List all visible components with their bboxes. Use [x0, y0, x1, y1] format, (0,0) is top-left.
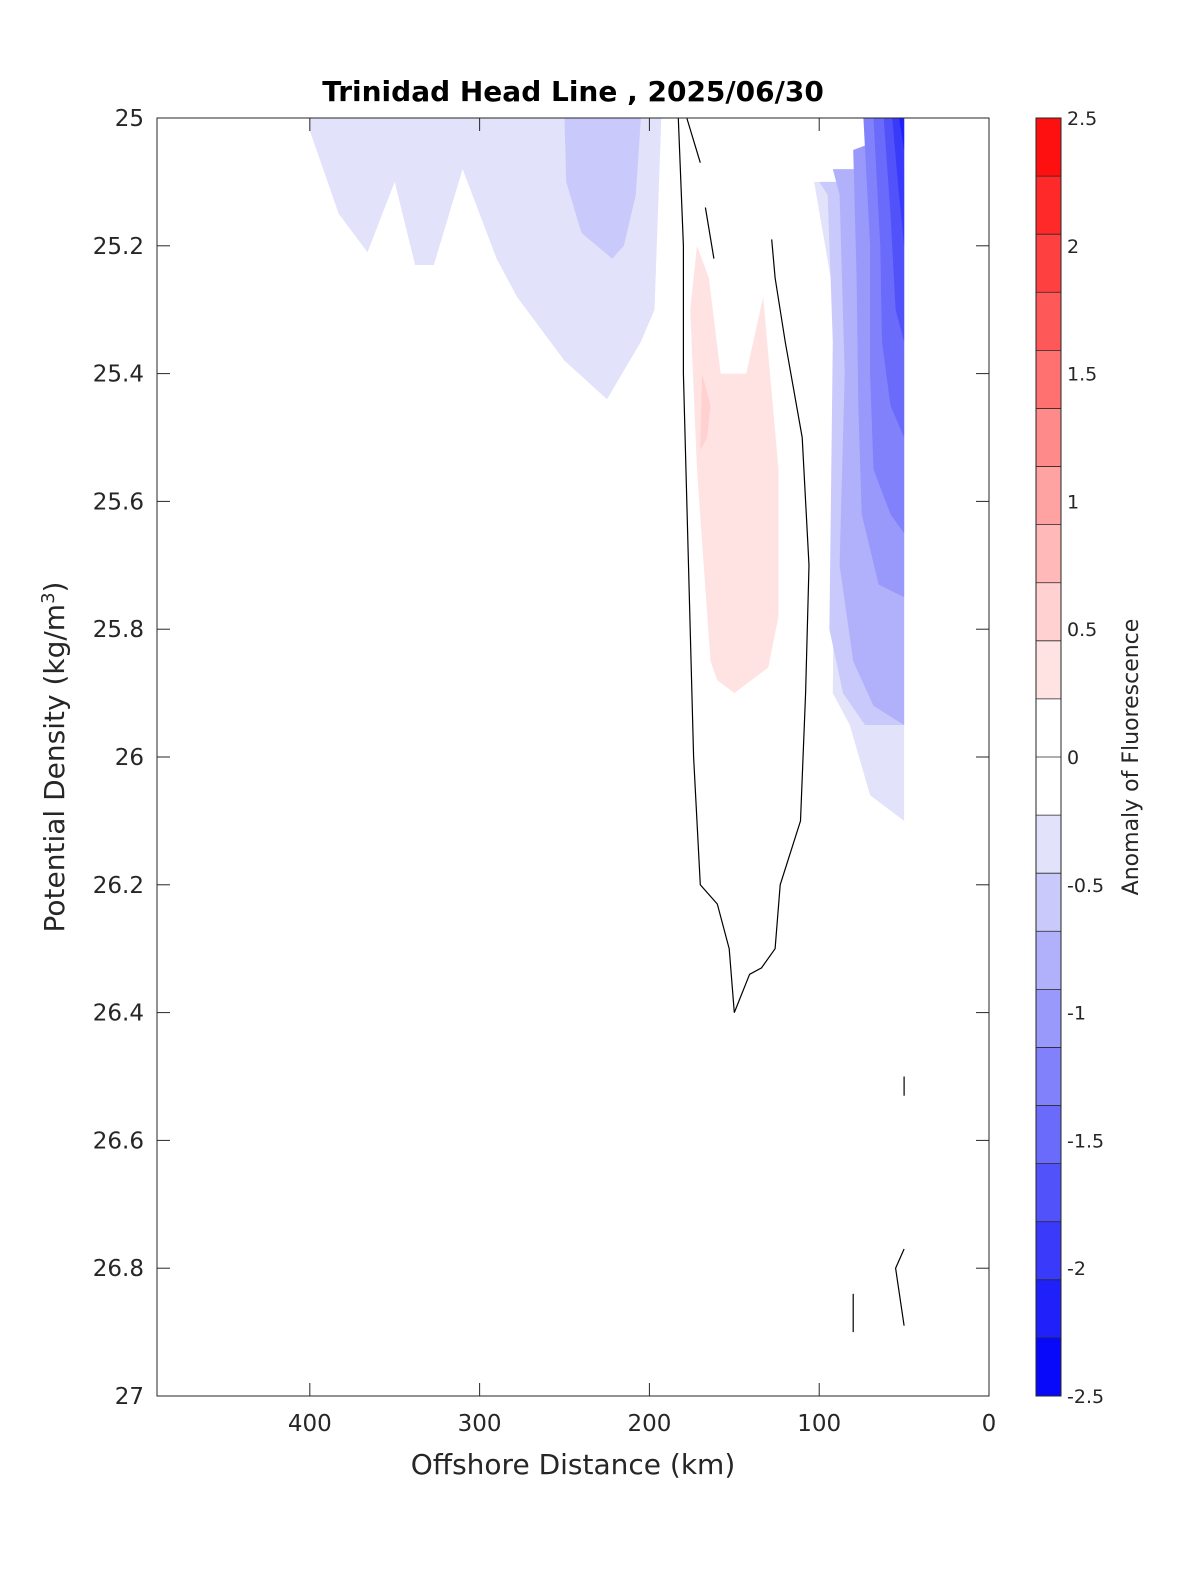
y-tick-label: 26 [115, 745, 144, 771]
x-tick-label: 0 [982, 1411, 997, 1437]
colorbar-segment [1036, 234, 1061, 293]
colorbar-segment [1036, 1163, 1061, 1223]
y-tick-label: 26.2 [93, 873, 144, 899]
colorbar-segment [1036, 524, 1061, 584]
colorbar-segment [1036, 873, 1061, 932]
colorbar-segment [1036, 757, 1061, 816]
axis-ticks: 400 300 200 100 0 25 25.2 25.4 25.6 25.8 26 26.2 26.… [93, 106, 997, 1437]
colorbar-tick-label: -2 [1067, 1258, 1086, 1280]
x-axis-title: Offshore Distance (km) [411, 1448, 736, 1481]
contour-line-0 [677, 117, 810, 1013]
contour-fill-12 [700, 373, 711, 451]
contour-fill-9 [892, 118, 905, 246]
colorbar-tick-label: 0 [1067, 747, 1079, 769]
colorbar-segment [1036, 1047, 1061, 1107]
y-axis-title-superscript: 3 [38, 592, 59, 603]
colorbar-segment [1036, 1279, 1061, 1339]
colorbar-tick-label: -1.5 [1067, 1130, 1104, 1152]
colorbar-frame [1035, 117, 1062, 1397]
x-tick-label: 400 [288, 1411, 332, 1437]
filled-contours [309, 118, 905, 821]
colorbar-tick-label: 2.5 [1067, 108, 1097, 130]
colorbar-segment [1036, 582, 1061, 642]
colorbar-segment [1036, 931, 1061, 990]
contour-fill-10 [899, 118, 905, 150]
colorbar-segment [1036, 989, 1061, 1048]
contour-lines [677, 117, 905, 1333]
y-axis-title-close: ) [38, 582, 71, 593]
contour-fill-11 [690, 245, 779, 694]
contour-line-4 [894, 1248, 905, 1326]
colorbar-segment [1036, 118, 1061, 177]
colorbar-title: Anomaly of Fluorescence [1119, 619, 1144, 896]
y-tick-label: 26.6 [93, 1128, 144, 1154]
colorbar-tick-label: 0.5 [1067, 619, 1097, 641]
colorbar-segment [1036, 408, 1061, 468]
colorbar-segment [1036, 292, 1061, 351]
colorbar-segment [1036, 466, 1061, 526]
colorbar-tick-label: -1 [1067, 1003, 1086, 1025]
y-tick-label: 27 [115, 1384, 144, 1410]
colorbar-segment [1036, 815, 1061, 874]
x-tick-label: 100 [797, 1411, 841, 1437]
y-tick-label: 25 [115, 106, 144, 132]
contour-line-1 [686, 117, 701, 163]
contour-line-2 [704, 207, 715, 259]
colorbar-segment [1036, 1221, 1061, 1281]
chart-title: Trinidad Head Line , 2025/06/30 [322, 75, 824, 108]
colorbar: 2.5 2 1.5 1 0.5 0 -0.5 -1 -1.5 -2 -2.5 [1035, 108, 1104, 1408]
y-tick-label: 25.6 [93, 489, 144, 515]
colorbar-segment [1036, 640, 1061, 700]
y-tick-label: 26.8 [93, 1256, 144, 1282]
y-tick-label: 25.8 [93, 617, 144, 643]
y-axis-title-main: Potential Density (kg/m [38, 604, 71, 933]
y-axis-title: Potential Density (kg/m3) [38, 582, 72, 933]
y-tick-label: 25.4 [93, 362, 144, 388]
colorbar-tick-label: 2 [1067, 236, 1079, 258]
colorbar-segment [1036, 176, 1061, 235]
colorbar-segment [1036, 1105, 1061, 1165]
y-tick-label: 25.2 [93, 234, 144, 260]
colorbar-segment [1036, 698, 1061, 758]
x-tick-label: 300 [458, 1411, 502, 1437]
colorbar-segment [1036, 350, 1061, 409]
y-tick-label: 26.4 [93, 1001, 144, 1027]
colorbar-segment [1036, 1337, 1061, 1397]
x-tick-label: 200 [627, 1411, 671, 1437]
colorbar-tick-label: 1.5 [1067, 364, 1097, 386]
contour-fill-2 [564, 118, 641, 259]
colorbar-tick-label: -0.5 [1067, 875, 1104, 897]
colorbar-tick-label: -2.5 [1067, 1386, 1104, 1408]
colorbar-tick-label: 1 [1067, 491, 1079, 513]
